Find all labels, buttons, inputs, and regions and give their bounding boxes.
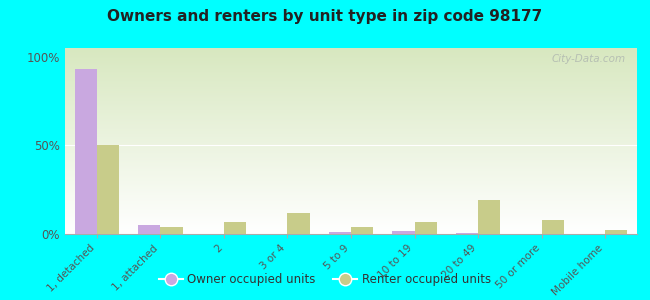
Text: Owners and renters by unit type in zip code 98177: Owners and renters by unit type in zip c… [107, 9, 543, 24]
Bar [224, 222, 246, 234]
Bar [393, 231, 415, 234]
Legend: Owner occupied units, Renter occupied units: Owner occupied units, Renter occupied un… [154, 269, 496, 291]
Text: City-Data.com: City-Data.com [551, 54, 625, 64]
Bar [329, 232, 351, 234]
Bar [161, 227, 183, 234]
Bar [138, 225, 161, 234]
Bar [605, 230, 627, 234]
Bar [351, 227, 373, 234]
Bar [97, 146, 119, 234]
Bar [75, 69, 97, 234]
Bar [415, 222, 437, 234]
Bar [541, 220, 564, 234]
Bar [287, 213, 309, 234]
Bar [456, 233, 478, 234]
Bar [478, 200, 500, 234]
